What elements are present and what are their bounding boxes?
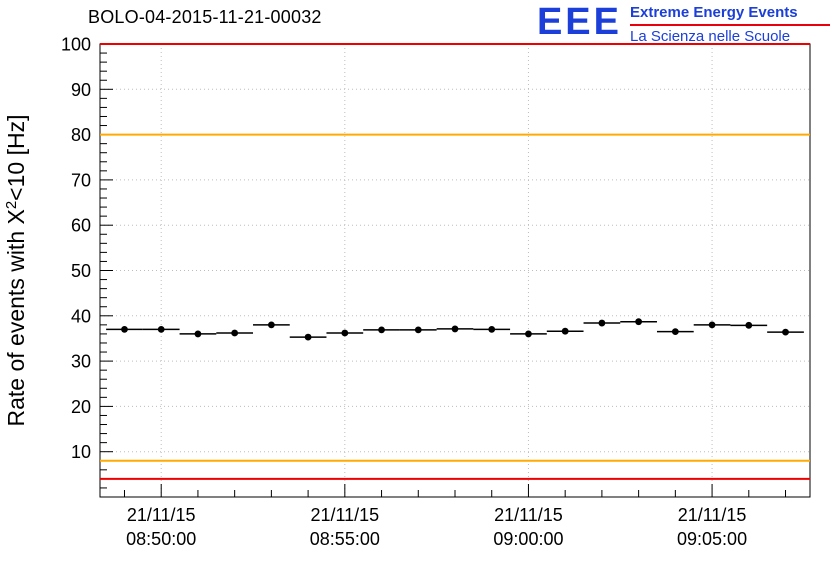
svg-text:30: 30 [71,352,91,372]
data-point [525,330,532,338]
eee-logo-text: Extreme Energy Events La Scienza nelle S… [630,4,830,45]
data-point [121,325,128,333]
svg-text:80: 80 [71,125,91,145]
data-point [304,333,312,341]
data-point [451,325,459,333]
logo-divider [630,24,830,26]
svg-text:20: 20 [71,397,91,417]
y-ticks [100,43,113,498]
svg-text:08:55:00: 08:55:00 [310,529,380,549]
reference-lines [100,43,810,480]
svg-text:90: 90 [71,80,91,100]
svg-text:10: 10 [71,442,91,462]
svg-text:100: 100 [61,35,91,55]
data-point [782,328,789,336]
svg-text:09:00:00: 09:00:00 [493,529,563,549]
eee-logo-acronym: EEE [536,1,622,43]
x-ticks [123,484,787,497]
svg-text:40: 40 [71,306,91,326]
data-point [378,326,385,334]
data-series [106,318,804,341]
y-axis-title-text: Rate of events with X2<10 [Hz] [3,115,29,427]
y-tick-labels: 10 20 30 40 50 60 70 80 90 100 [61,35,91,463]
svg-text:50: 50 [71,261,91,281]
chart-title: BOLO-04-2015-11-21-00032 [88,7,322,27]
svg-text:70: 70 [71,170,91,190]
axis-frame [99,43,811,498]
x-tick-labels: 21/11/15 08:50:00 21/11/15 08:55:00 21/11/15… [126,505,747,549]
gridlines [100,43,810,497]
data-point [708,321,716,329]
svg-text:08:50:00: 08:50:00 [126,529,196,549]
data-point [561,327,569,335]
svg-text:21/11/15: 21/11/15 [310,505,379,525]
data-point [745,321,753,329]
data-point [194,330,202,338]
svg-text:21/11/15: 21/11/15 [494,505,563,525]
data-point [157,325,165,333]
data-point [671,328,679,336]
data-point [488,325,496,333]
data-point [341,329,349,337]
data-point [598,319,606,327]
data-point [267,321,275,329]
data-point [414,326,422,334]
logo-line2: La Scienza nelle Scuole [630,28,791,45]
data-point [231,329,239,337]
data-point [635,318,643,326]
eee-logo: EEE Extreme Energy Events La Scienza nel… [536,1,830,45]
logo-line1: Extreme Energy Events [630,4,798,21]
y-axis-title: Rate of events with X2<10 [Hz] [3,115,29,427]
svg-text:21/11/15: 21/11/15 [127,505,196,525]
svg-text:09:05:00: 09:05:00 [677,529,747,549]
svg-text:21/11/15: 21/11/15 [678,505,747,525]
svg-text:60: 60 [71,216,91,236]
